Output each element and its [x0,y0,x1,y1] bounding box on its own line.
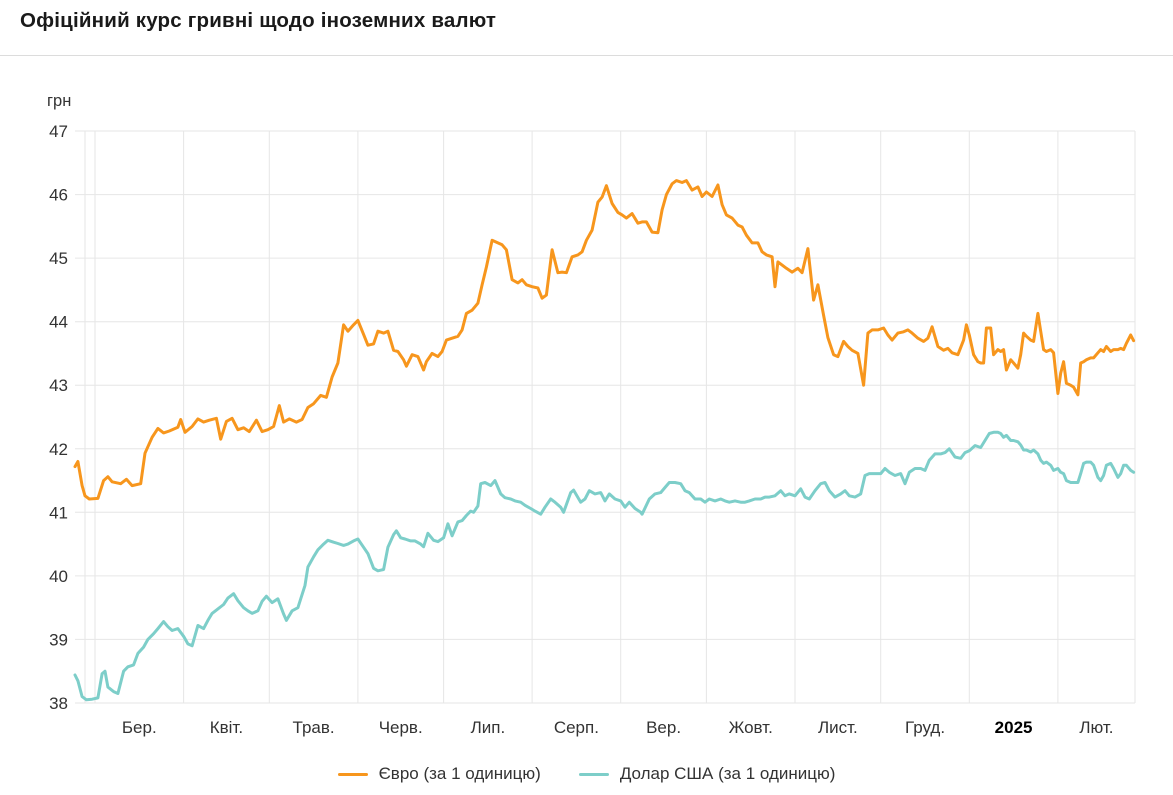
x-tick-label: 2025 [995,718,1033,737]
chart-legend: Євро (за 1 одиницю) Долар США (за 1 один… [0,757,1173,791]
x-tick-label: Черв. [379,718,423,737]
y-tick-label: 43 [49,376,68,395]
y-tick-label: 41 [49,503,68,522]
legend-label-usd: Долар США (за 1 одиницю) [619,764,836,783]
chart-axis-labels: 38 39 40 41 42 43 44 45 46 47 грн Бер. Квіт. Трав. Чер… [47,92,1113,737]
y-tick-label: 44 [49,313,68,332]
y-axis-unit-label: грн [47,92,71,110]
x-tick-label: Вер. [646,718,681,737]
y-tick-label: 47 [49,122,68,141]
y-tick-label: 42 [49,440,68,459]
usd-line-swatch [578,772,609,776]
y-tick-label: 46 [49,186,68,205]
chart-grid [75,130,1136,704]
euro-series-line [73,179,1136,501]
usd-series-line [73,430,1136,702]
x-tick-label: Трав. [293,718,335,737]
x-tick-label: Груд. [905,718,945,737]
x-tick-label: Лист. [818,718,858,737]
x-tick-label: Жовт. [729,718,773,737]
x-tick-label: Серп. [554,718,599,737]
exchange-rate-chart[interactable]: 38 39 40 41 42 43 44 45 46 47 грн Бер. Квіт. Трав. Чер… [0,56,1173,746]
legend-label-euro: Євро (за 1 одиницю) [378,764,541,783]
chart-series [73,179,1136,702]
x-tick-label: Квіт. [210,718,243,737]
y-tick-label: 45 [49,249,68,268]
y-tick-label: 40 [49,567,68,586]
legend-item-euro[interactable]: Євро (за 1 одиницю) [337,764,541,784]
x-tick-label: Лип. [471,718,506,737]
header-divider [0,55,1173,56]
x-tick-label: Лют. [1079,718,1113,737]
page-title: Офіційний курс гривні щодо іноземних вал… [20,9,497,32]
legend-item-usd[interactable]: Долар США (за 1 одиницю) [578,764,836,784]
euro-line-swatch [337,772,368,776]
y-tick-label: 39 [49,630,68,649]
x-tick-label: Бер. [122,718,157,737]
y-tick-label: 38 [49,694,68,713]
